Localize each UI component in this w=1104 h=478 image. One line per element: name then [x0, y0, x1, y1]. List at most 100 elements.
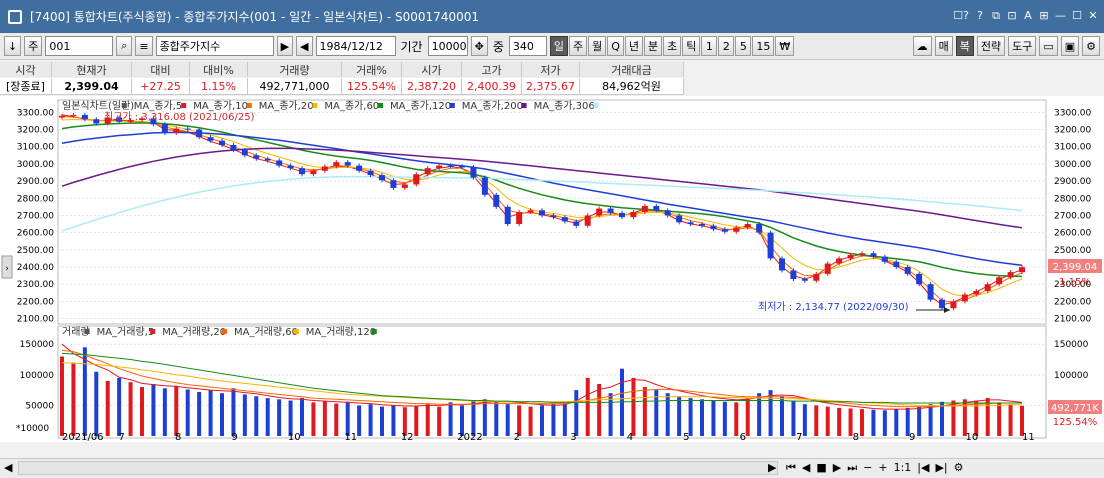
- stop-icon[interactable]: ■: [816, 461, 827, 474]
- interval-button[interactable]: 15: [752, 36, 775, 56]
- font-icon[interactable]: A: [1024, 9, 1032, 22]
- period-input[interactable]: 10000: [427, 36, 468, 56]
- interval-button[interactable]: 틱: [682, 36, 701, 56]
- code-input[interactable]: 001: [45, 36, 114, 56]
- list-icon[interactable]: ≡: [135, 36, 153, 56]
- candle-body: [287, 165, 294, 169]
- price-ytick-right: 2700.00: [1054, 211, 1091, 221]
- interval-button[interactable]: ₩: [775, 36, 795, 56]
- count-input[interactable]: 340: [508, 36, 547, 56]
- price-ytick-right: 2900.00: [1054, 177, 1091, 187]
- move-icon[interactable]: ✥: [470, 36, 488, 56]
- cloud-icon[interactable]: ☁: [912, 36, 932, 56]
- volume-bar: [277, 399, 282, 436]
- play-right-icon[interactable]: ▶: [832, 461, 842, 474]
- date-input[interactable]: 1984/12/12: [315, 36, 396, 56]
- zoom-in-icon[interactable]: +: [878, 461, 888, 474]
- link-icon[interactable]: ☐?: [953, 9, 969, 22]
- candle-body: [424, 168, 431, 175]
- legend-swatch: [593, 103, 599, 108]
- wrench-icon[interactable]: ⚙: [1082, 36, 1100, 56]
- header-change: 대비: [132, 62, 190, 77]
- candle-body: [607, 208, 614, 213]
- price-ma-line: [61, 175, 1023, 232]
- copy-icon[interactable]: ⧉: [992, 9, 1000, 22]
- interval-button[interactable]: 1: [701, 36, 718, 56]
- volume-bar: [254, 396, 259, 436]
- tools-button[interactable]: 도구: [1008, 36, 1037, 56]
- legend-label: 거래량: [62, 326, 90, 338]
- interval-button[interactable]: 주: [568, 36, 588, 56]
- ratio-icon[interactable]: 1:1: [893, 461, 912, 474]
- volume-bar: [951, 400, 956, 436]
- last-icon[interactable]: ▶|: [935, 461, 948, 474]
- price-badge: [1048, 259, 1102, 273]
- capture-icon[interactable]: ⊡: [1007, 9, 1017, 22]
- legend-swatch: [181, 103, 187, 108]
- strategy-button[interactable]: 전략: [976, 36, 1006, 56]
- maximize-button[interactable]: ☐: [1072, 9, 1082, 22]
- next-button[interactable]: ▶: [276, 36, 294, 56]
- scroll-bar[interactable]: ◀ ▶ ⏮ ◀ ■ ▶ ⏭ − + 1:1 |◀ ▶| ⚙: [0, 458, 1104, 478]
- value-open: 2,387.20: [402, 78, 462, 95]
- price-pane[interactable]: [57, 99, 1047, 325]
- candle-body: [93, 119, 100, 124]
- interval-button[interactable]: 분: [644, 36, 663, 56]
- price-legend: 일본식차트(일간) MA_종가,5 MA_종가,10 MA_종가,20 MA_종가,60…: [62, 100, 599, 112]
- first-icon[interactable]: |◀: [917, 461, 930, 474]
- volume-bar: [60, 356, 64, 436]
- trade-button[interactable]: 매: [934, 36, 953, 56]
- prev-button[interactable]: ◀: [296, 36, 313, 56]
- scroll-right-icon[interactable]: ▶: [768, 461, 777, 474]
- toolbar: ↓ 주 001 ⌕ ≡ 종합주가지수 ▶ ◀ 1984/12/12 기간 100…: [0, 33, 1104, 60]
- folder-icon[interactable]: ▭: [1039, 36, 1058, 56]
- candle-body: [539, 210, 545, 216]
- candle-body: [116, 117, 123, 122]
- market-select[interactable]: 주: [24, 36, 43, 56]
- volume-bar: [162, 388, 167, 436]
- volume-bar: [1020, 405, 1024, 436]
- minimize-button[interactable]: —: [1055, 9, 1066, 22]
- save-icon[interactable]: ▣: [1060, 36, 1080, 56]
- interval-button[interactable]: 5: [735, 36, 752, 56]
- search-icon[interactable]: ⌕: [116, 36, 133, 56]
- rewind-icon[interactable]: ⏮: [786, 461, 796, 474]
- interval-button[interactable]: 월: [588, 36, 607, 56]
- side-arrow-icon[interactable]: ›: [5, 264, 9, 274]
- interval-button[interactable]: Q: [607, 36, 624, 56]
- candle-body: [801, 279, 808, 281]
- interval-button[interactable]: 2: [718, 36, 735, 56]
- volume-bar: [654, 390, 659, 436]
- legend-label: MA_종가,5: [134, 100, 182, 112]
- close-button[interactable]: ✕: [1088, 9, 1098, 22]
- price-ytick-right: 2600.00: [1054, 229, 1091, 239]
- sort-icon[interactable]: ↓: [4, 36, 22, 56]
- help-icon[interactable]: ?: [977, 9, 983, 22]
- scroll-left-icon[interactable]: ◀: [4, 461, 13, 474]
- quote-values: [장종료] 2,399.04 +27.25 1.15% 492,771,000 …: [0, 78, 684, 95]
- forward-icon[interactable]: ⏭: [847, 461, 858, 474]
- zoom-out-icon[interactable]: −: [863, 461, 873, 474]
- side-toggle[interactable]: [1, 255, 13, 279]
- chart-area[interactable]: › 2100.00 2100.00 2200.00 2200.00 2300.00 230…: [0, 96, 1104, 443]
- volume-bar: [288, 400, 293, 436]
- volume-bar: [562, 402, 567, 436]
- interval-button[interactable]: 년: [624, 36, 644, 56]
- play-left-icon[interactable]: ◀: [801, 461, 811, 474]
- scroll-track[interactable]: [18, 461, 778, 475]
- multi-button[interactable]: 복: [955, 36, 974, 56]
- candle-body: [1007, 272, 1014, 278]
- volume-bar: [380, 406, 384, 436]
- candle-body: [904, 267, 911, 274]
- candle-body: [504, 206, 511, 225]
- interval-button[interactable]: 일: [549, 36, 568, 56]
- grid-icon[interactable]: ⊞: [1039, 9, 1049, 22]
- settings-icon[interactable]: ⚙: [953, 461, 964, 474]
- title-controls: ☐? ? ⧉ ⊡ A ⊞ — ☐ ✕: [953, 9, 1098, 23]
- volume-bar: [882, 410, 887, 436]
- volume-bar: [368, 404, 373, 436]
- volume-bar: [140, 387, 144, 436]
- interval-button[interactable]: 초: [663, 36, 682, 56]
- volume-unit: *10000: [16, 424, 49, 434]
